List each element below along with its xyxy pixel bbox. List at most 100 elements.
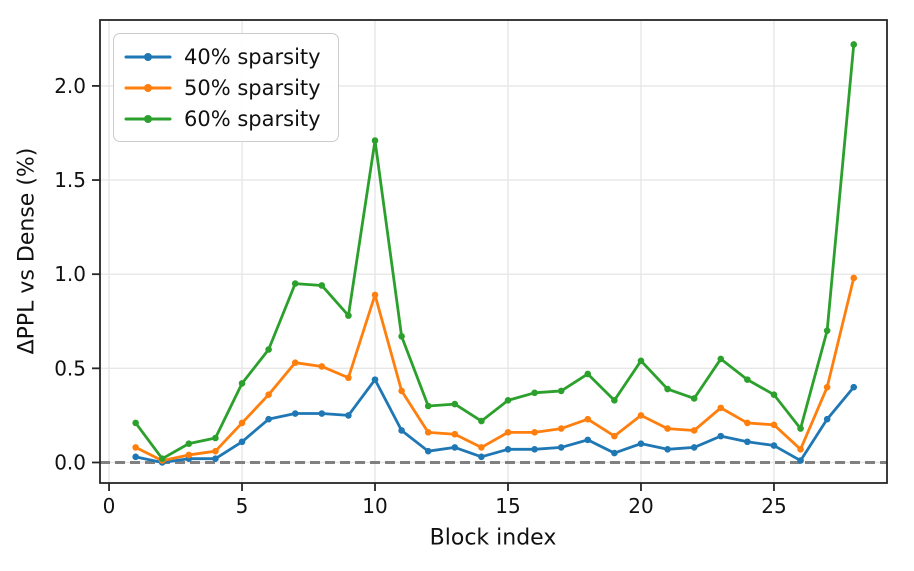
data-point-marker (690, 395, 698, 402)
data-point-marker (132, 444, 139, 451)
data-point-marker (850, 274, 858, 282)
legend-marker-dot (144, 52, 152, 61)
x-tick-label: 5 (236, 494, 249, 518)
data-point-marker (717, 404, 725, 412)
data-point-marker (212, 434, 219, 442)
data-point-marker (265, 346, 272, 353)
data-point-marker (690, 444, 698, 451)
data-point-marker (531, 429, 538, 436)
data-point-marker (611, 432, 618, 440)
data-point-marker (531, 389, 538, 397)
data-point-marker (371, 376, 379, 383)
data-point-marker (504, 445, 512, 453)
y-tick-label: 0.0 (54, 450, 86, 474)
legend-line-marker-icon (124, 114, 172, 123)
data-point-marker (611, 397, 618, 404)
y-axis-label: ΔPPL vs Dense (%) (14, 147, 40, 355)
data-point-marker (850, 41, 858, 48)
series-line (134, 378, 856, 464)
legend-label: 50% sparsity (184, 75, 321, 100)
data-point-marker (212, 455, 219, 463)
data-point-marker (504, 397, 512, 404)
x-tick-label: 25 (761, 494, 786, 518)
legend-line-marker-icon (124, 52, 172, 61)
data-point-marker (690, 427, 698, 434)
y-tick-label: 0.5 (54, 356, 86, 380)
plot-border (99, 19, 888, 484)
tick-labels: 0 5 10 15 20 25 0.0 0.5 1.0 1.5 2.0 (54, 74, 787, 518)
data-point-marker (291, 410, 299, 417)
legend-label: 60% sparsity (184, 106, 321, 131)
data-point-marker (265, 391, 272, 398)
data-point-marker (185, 440, 193, 447)
series-40-sparsity (132, 376, 858, 466)
series-50-sparsity (132, 274, 858, 464)
data-point-marker (557, 425, 565, 432)
data-point-marker (664, 445, 671, 453)
data-point-marker (531, 445, 538, 453)
legend-item: 40% sparsity (124, 41, 326, 72)
data-point-marker (504, 429, 512, 436)
data-point-marker (557, 444, 565, 451)
series-line (134, 276, 856, 462)
data-point-marker (744, 419, 751, 427)
data-point-marker (345, 312, 352, 319)
data-point-marker (398, 387, 405, 395)
y-tick-label: 1.0 (54, 262, 86, 286)
data-point-marker (717, 432, 725, 440)
data-point-marker (158, 455, 166, 463)
tick-marks (92, 85, 775, 491)
legend-line-marker-icon (124, 83, 172, 92)
data-point-marker (637, 357, 645, 365)
data-point-marker (478, 444, 485, 451)
data-point-marker (212, 447, 219, 455)
data-point-marker (291, 359, 299, 366)
data-point-marker (584, 436, 592, 444)
data-point-marker (424, 402, 432, 410)
data-point-marker (345, 374, 352, 382)
x-tick-label: 20 (628, 494, 653, 518)
data-point-marker (238, 438, 246, 446)
data-point-marker (132, 453, 139, 461)
data-point-marker (664, 385, 671, 393)
data-point-marker (797, 425, 804, 432)
data-point-marker (664, 425, 671, 432)
legend-marker-dot (144, 114, 152, 123)
data-point-marker (371, 291, 379, 299)
legend-item: 50% sparsity (124, 72, 326, 103)
legend-label: 40% sparsity (184, 44, 321, 69)
data-point-marker (345, 412, 352, 419)
data-point-marker (451, 400, 459, 408)
x-axis-label: Block index (429, 525, 557, 551)
data-point-marker (637, 412, 645, 419)
x-tick-label: 10 (362, 494, 387, 518)
series-60-sparsity (132, 41, 858, 463)
data-point-marker (424, 429, 432, 436)
data-point-marker (823, 415, 831, 423)
data-point-marker (318, 410, 326, 417)
data-point-marker (478, 417, 485, 425)
data-point-marker (557, 387, 565, 395)
data-point-marker (611, 449, 618, 457)
data-point-marker (185, 451, 193, 459)
data-point-marker (238, 380, 246, 387)
data-point-marker (823, 327, 831, 334)
data-point-marker (371, 137, 379, 144)
data-point-marker (770, 421, 778, 429)
data-point-marker (770, 442, 778, 449)
data-point-marker (132, 419, 139, 427)
data-point-marker (478, 453, 485, 461)
x-tick-label: 0 (103, 494, 116, 518)
data-point-marker (451, 444, 459, 451)
y-tick-label: 2.0 (54, 74, 86, 98)
data-point-marker (637, 440, 645, 447)
data-point-marker (291, 280, 299, 287)
legend-item: 60% sparsity (124, 103, 326, 134)
data-point-marker (823, 383, 831, 391)
data-point-marker (797, 457, 804, 464)
data-point-marker (770, 391, 778, 398)
x-tick-label: 15 (495, 494, 520, 518)
data-point-marker (584, 370, 592, 378)
data-point-marker (744, 376, 751, 383)
